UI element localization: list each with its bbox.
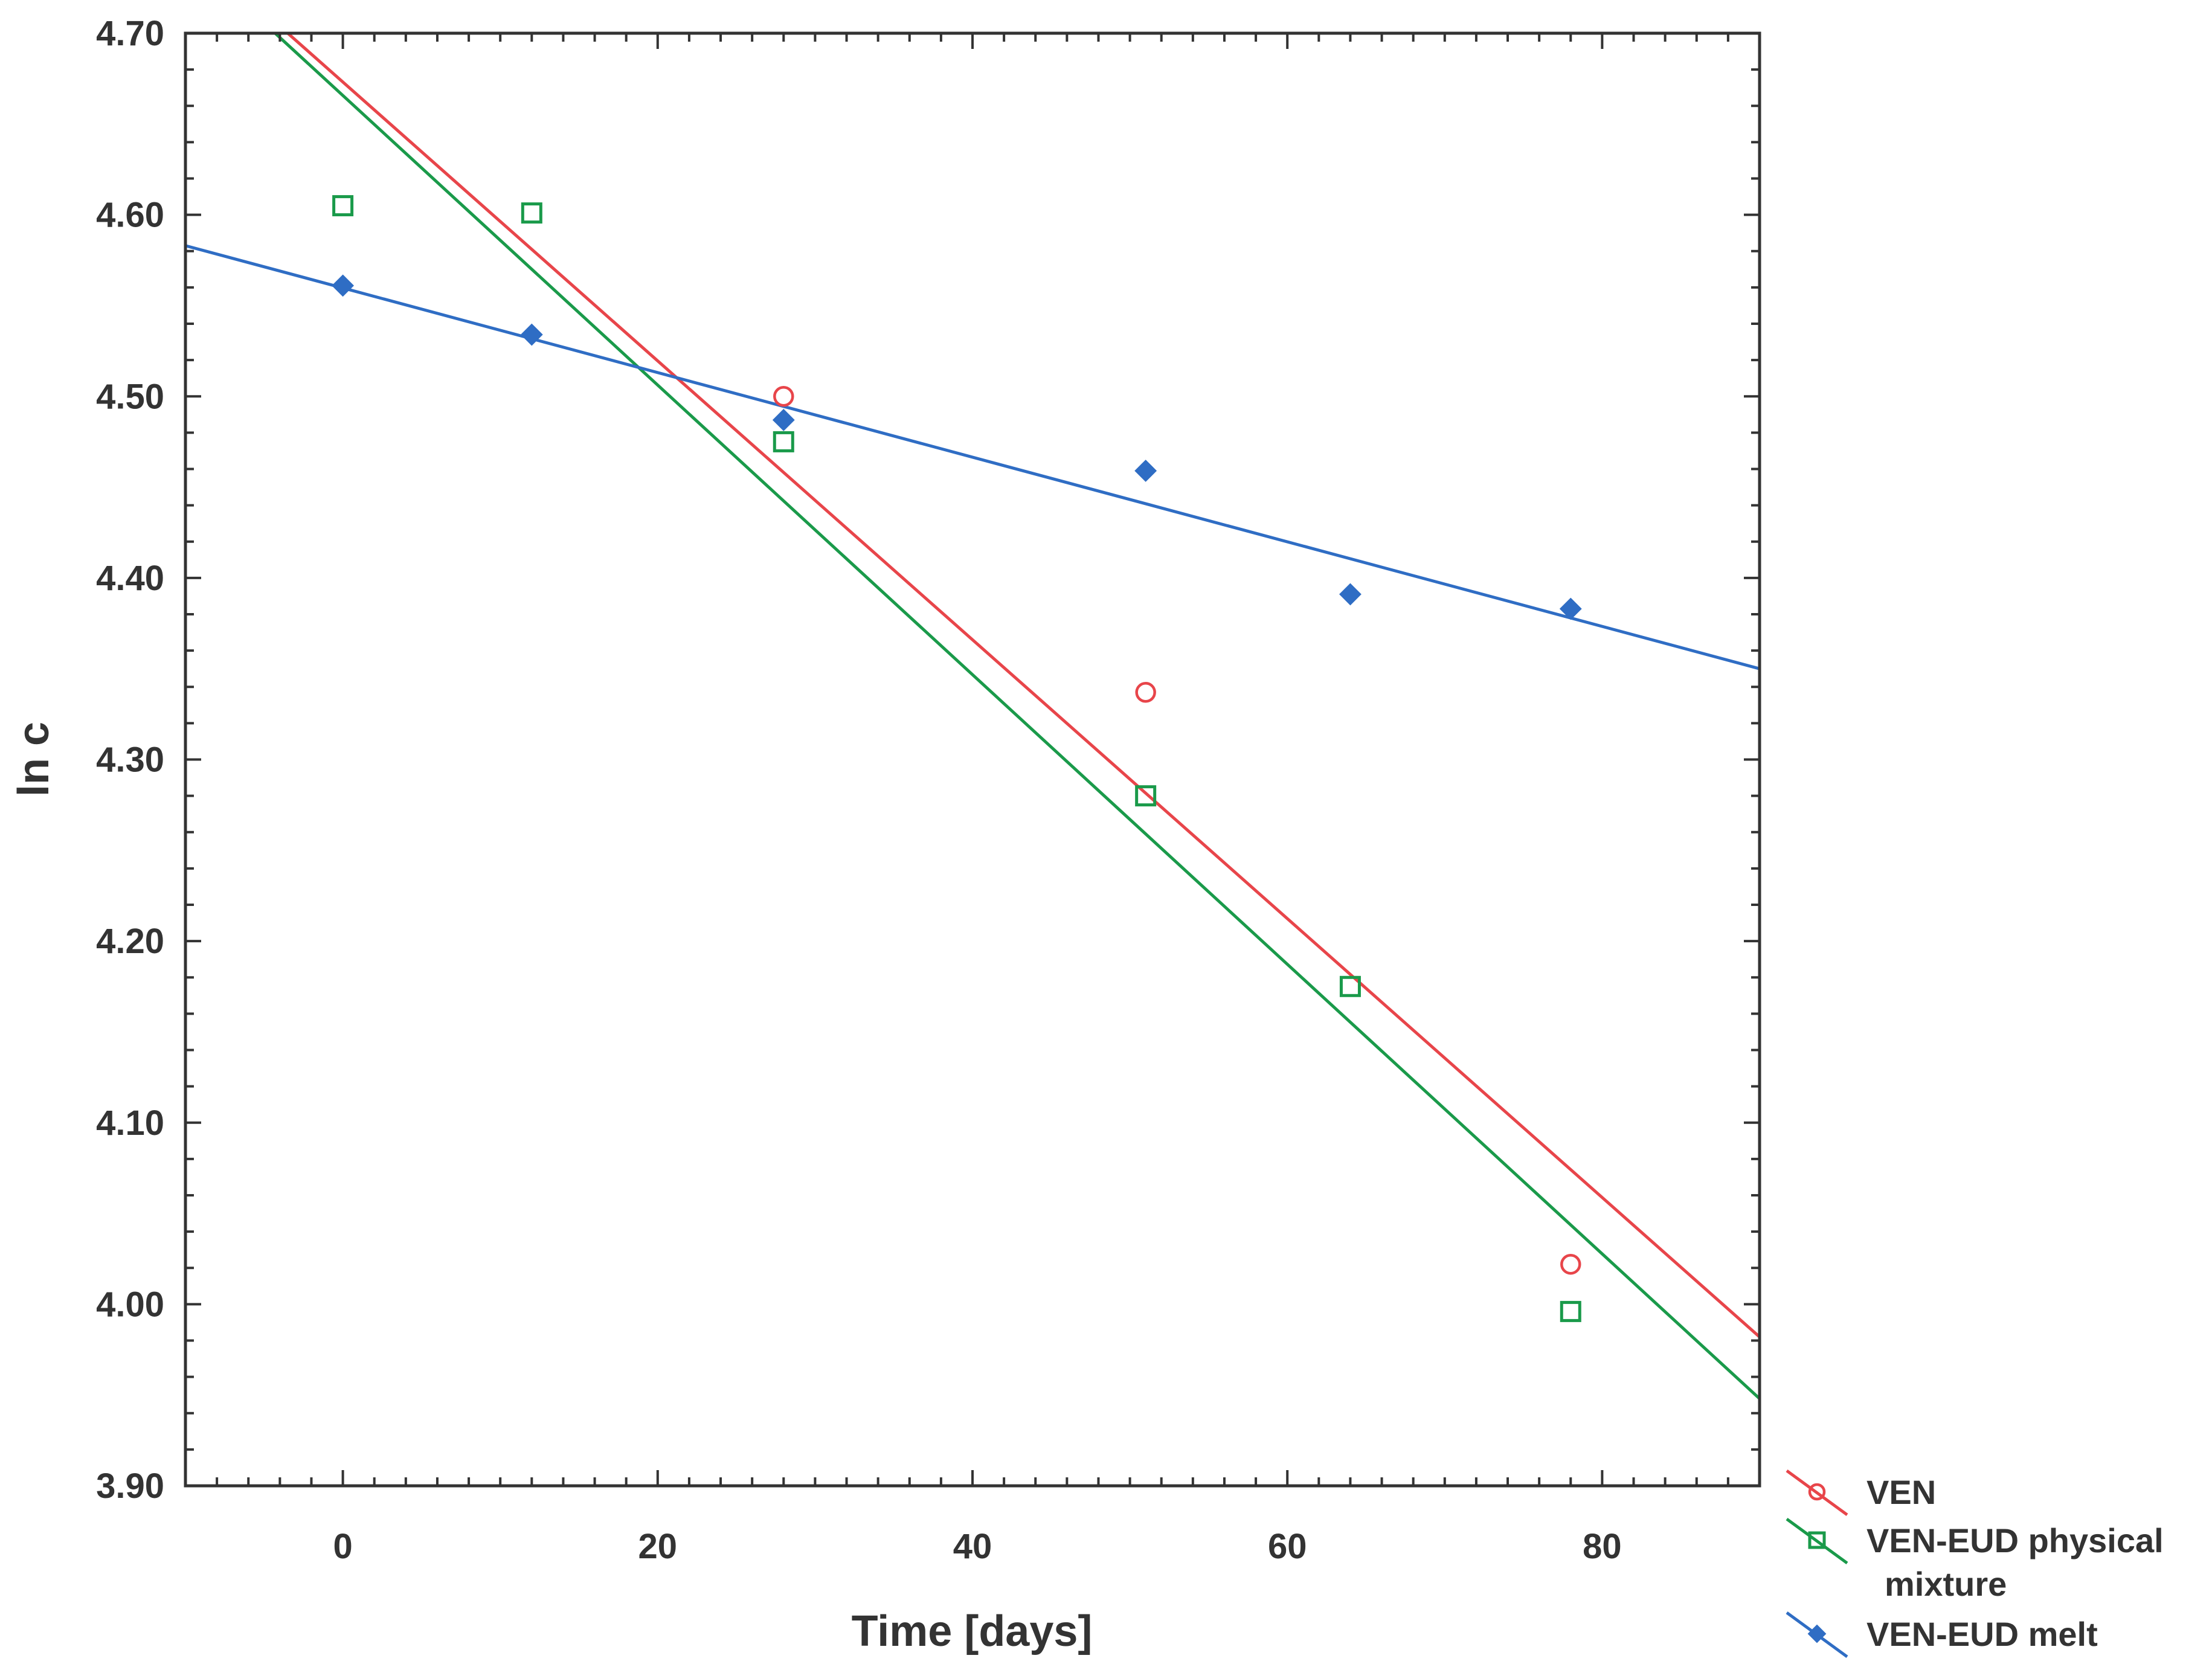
data-point: [1807, 1624, 1827, 1643]
legend-item: VEN: [1786, 1469, 1936, 1517]
data-point: [332, 274, 355, 297]
data-point: [1339, 583, 1362, 606]
y-tick-label: 4.30: [96, 740, 164, 780]
legend-label: VEN: [1866, 1473, 1936, 1511]
data-point: [1339, 975, 1361, 997]
x-tick-label: 40: [953, 1527, 992, 1566]
data-point: [332, 195, 354, 217]
data-point: [773, 431, 794, 452]
legend-line: [1786, 1517, 1848, 1565]
legend-label: mixture: [1885, 1565, 2007, 1603]
y-tick-label: 4.10: [96, 1103, 164, 1143]
data-point: [520, 323, 543, 346]
data-point: [772, 408, 795, 431]
data-point: [1808, 1483, 1826, 1501]
data-point: [521, 202, 542, 224]
x-tick-labels: 0 20 40 60 80: [333, 1527, 1621, 1566]
x-tick-label: 20: [638, 1527, 678, 1566]
data-point: [1559, 597, 1582, 620]
y-tick-label: 4.70: [96, 14, 164, 53]
data-point: [1560, 1253, 1581, 1275]
y-tick-label: 3.90: [96, 1466, 164, 1506]
legend: VEN VEN-EUD physical mixture VEN-EUD melt: [1786, 1469, 2164, 1659]
fit-line: [286, 32, 1761, 1338]
y-tick-label: 4.60: [96, 196, 164, 235]
legend-label: VEN-EUD melt: [1866, 1615, 2098, 1653]
y-tick-label: 4.40: [96, 559, 164, 598]
data-point: [1808, 1531, 1826, 1549]
x-axis-title: Time [days]: [852, 1607, 1093, 1656]
y-tick-label: 4.00: [96, 1285, 164, 1324]
y-tick-labels: 3.90 4.00 4.10 4.20 4.30 4.40 4.50 4.60 4.70: [96, 14, 164, 1506]
legend-item: VEN-EUD melt: [1786, 1611, 2098, 1659]
y-tick-label: 4.20: [96, 922, 164, 961]
data-point: [1135, 682, 1156, 703]
legend-item: VEN-EUD physical mixture: [1786, 1517, 2164, 1603]
fit-lines: [185, 32, 1761, 1400]
data-point: [1135, 785, 1157, 807]
y-axis-title: ln c: [10, 722, 58, 797]
axis-ticks: [184, 32, 1761, 1487]
y-tick-label: 4.50: [96, 377, 164, 416]
data-point: [1134, 460, 1157, 482]
data-points: [332, 195, 1582, 1322]
x-tick-label: 60: [1268, 1527, 1307, 1566]
x-tick-label: 80: [1583, 1527, 1622, 1566]
legend-line: [1786, 1469, 1848, 1517]
fit-line: [185, 244, 1760, 670]
x-tick-label: 0: [333, 1527, 352, 1566]
data-point: [773, 386, 794, 407]
fit-line: [274, 32, 1761, 1400]
data-point: [1560, 1300, 1581, 1322]
legend-label: VEN-EUD physical: [1866, 1521, 2164, 1559]
